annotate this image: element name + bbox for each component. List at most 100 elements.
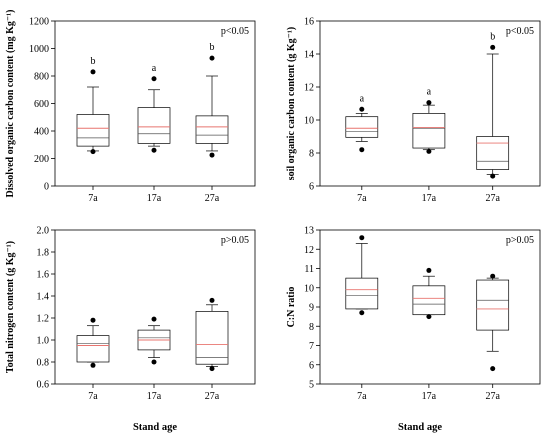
y-tick-label: 1.8 (37, 248, 50, 259)
x-tick-label: 7a (88, 391, 98, 402)
significance-letter: a (152, 63, 157, 74)
box-iqr (195, 115, 229, 144)
y-tick-label: 8 (309, 322, 314, 333)
outlier-point (426, 148, 432, 154)
outlier-point (209, 366, 215, 372)
outlier-point (490, 173, 496, 179)
significance-letter: b (210, 42, 215, 53)
y-tick-label: 2.0 (37, 226, 50, 237)
y-tick-label: 1.6 (37, 270, 50, 281)
y-axis-label: Dissolved organic carbon content (mg Kg⁻… (5, 10, 16, 198)
box-27a: b (195, 42, 229, 158)
outlier-point (90, 362, 96, 368)
x-tick-label: 27a (485, 391, 500, 402)
y-tick-label: 12 (304, 83, 314, 94)
chart-panel-3: 0.6 0.8 1.0 1.2 1.4 1.6 1.8 2.0 Total nitrogen c… (5, 226, 256, 433)
y-tick-label: 10 (304, 116, 314, 127)
y-axis-label: Total nitrogen content (g Kg⁻¹) (5, 241, 16, 373)
significance-letter: a (427, 87, 432, 98)
box-17a: a (137, 63, 171, 153)
chart-panel-2: 6 8 10 12 14 16 soil organic carbon content (g… (286, 17, 541, 204)
y-tick-label: 13 (304, 226, 314, 237)
y-tick-label: 1.0 (37, 336, 50, 347)
x-tick-label: 7a (88, 193, 98, 204)
y-tick-label: 1200 (29, 17, 49, 28)
y-tick-label: 1000 (29, 44, 49, 55)
significance-letter: b (91, 56, 96, 67)
y-tick-label: 12 (304, 245, 314, 256)
y-tick-label: 14 (304, 50, 314, 61)
outlier-point (490, 366, 496, 372)
y-tick-label: 6 (309, 182, 314, 193)
box-17a: a (412, 87, 446, 154)
outlier-point (359, 147, 365, 153)
box-iqr (412, 285, 446, 316)
outlier-point (209, 152, 215, 158)
box-iqr (476, 279, 510, 331)
y-tick-label: 400 (34, 127, 49, 138)
outlier-point (90, 149, 96, 155)
y-tick-label: 0.6 (37, 380, 50, 391)
outlier-point (490, 44, 496, 50)
x-axis-label: Stand age (398, 422, 442, 433)
y-tick-label: 1.4 (37, 292, 50, 303)
y-tick-label: 5 (309, 380, 314, 391)
box-iqr (476, 136, 510, 170)
y-tick-label: 1.2 (37, 314, 50, 325)
x-tick-label: 7a (357, 391, 367, 402)
significance-letter: a (360, 93, 365, 104)
y-tick-label: 8 (309, 149, 314, 160)
box-7a (345, 235, 379, 316)
x-tick-label: 27a (205, 193, 220, 204)
x-tick-label: 17a (422, 193, 437, 204)
x-tick-label: 17a (147, 391, 162, 402)
y-tick-label: 11 (304, 264, 314, 275)
plot-frame (319, 20, 541, 187)
chart-panel-1: 0 200 400 600 800 1000 1200 Dissolved organic c… (5, 10, 256, 204)
outlier-point (151, 147, 157, 153)
p-value-annotation: p<0.05 (506, 26, 534, 37)
outlier-point (209, 297, 215, 303)
box-17a (412, 267, 446, 320)
plot-frame (54, 229, 256, 385)
outlier-point (426, 267, 432, 273)
y-tick-label: 10 (304, 283, 314, 294)
y-tick-label: 7 (309, 341, 314, 352)
x-axis-label: Stand age (133, 422, 177, 433)
box-17a (137, 316, 171, 365)
y-tick-label: 200 (34, 154, 49, 165)
chart-panel-4: 5 6 7 8 9 10 11 12 13 C:N ratio p>0.05 7a 17a 27a Stan… (286, 226, 541, 433)
outlier-point (426, 314, 432, 320)
outlier-point (359, 310, 365, 316)
p-value-annotation: p>0.05 (221, 235, 249, 246)
x-tick-label: 7a (357, 193, 367, 204)
box-7a: a (345, 93, 379, 153)
significance-letter: b (490, 31, 495, 42)
x-tick-label: 17a (147, 193, 162, 204)
p-value-annotation: p>0.05 (506, 235, 534, 246)
y-axis-label: C:N ratio (286, 287, 297, 328)
y-tick-label: 0.8 (37, 358, 50, 369)
outlier-point (359, 106, 365, 112)
outlier-point (151, 359, 157, 365)
y-axis-label: soil organic carbon content (g Kg⁻¹) (286, 27, 297, 181)
x-tick-label: 27a (485, 193, 500, 204)
box-iqr (195, 311, 229, 365)
box-iqr (76, 335, 110, 363)
x-tick-label: 27a (205, 391, 220, 402)
y-tick-label: 16 (304, 17, 314, 28)
y-tick-label: 600 (34, 99, 49, 110)
x-tick-label: 17a (422, 391, 437, 402)
box-27a: b (476, 31, 510, 179)
box-7a (76, 317, 110, 368)
outlier-point (490, 273, 496, 279)
outlier-point (426, 100, 432, 106)
outlier-point (90, 317, 96, 323)
outlier-point (151, 76, 157, 82)
y-tick-label: 800 (34, 72, 49, 83)
box-27a (476, 273, 510, 372)
p-value-annotation: p<0.05 (221, 26, 249, 37)
y-tick-label: 6 (309, 360, 314, 371)
box-iqr (345, 116, 379, 138)
